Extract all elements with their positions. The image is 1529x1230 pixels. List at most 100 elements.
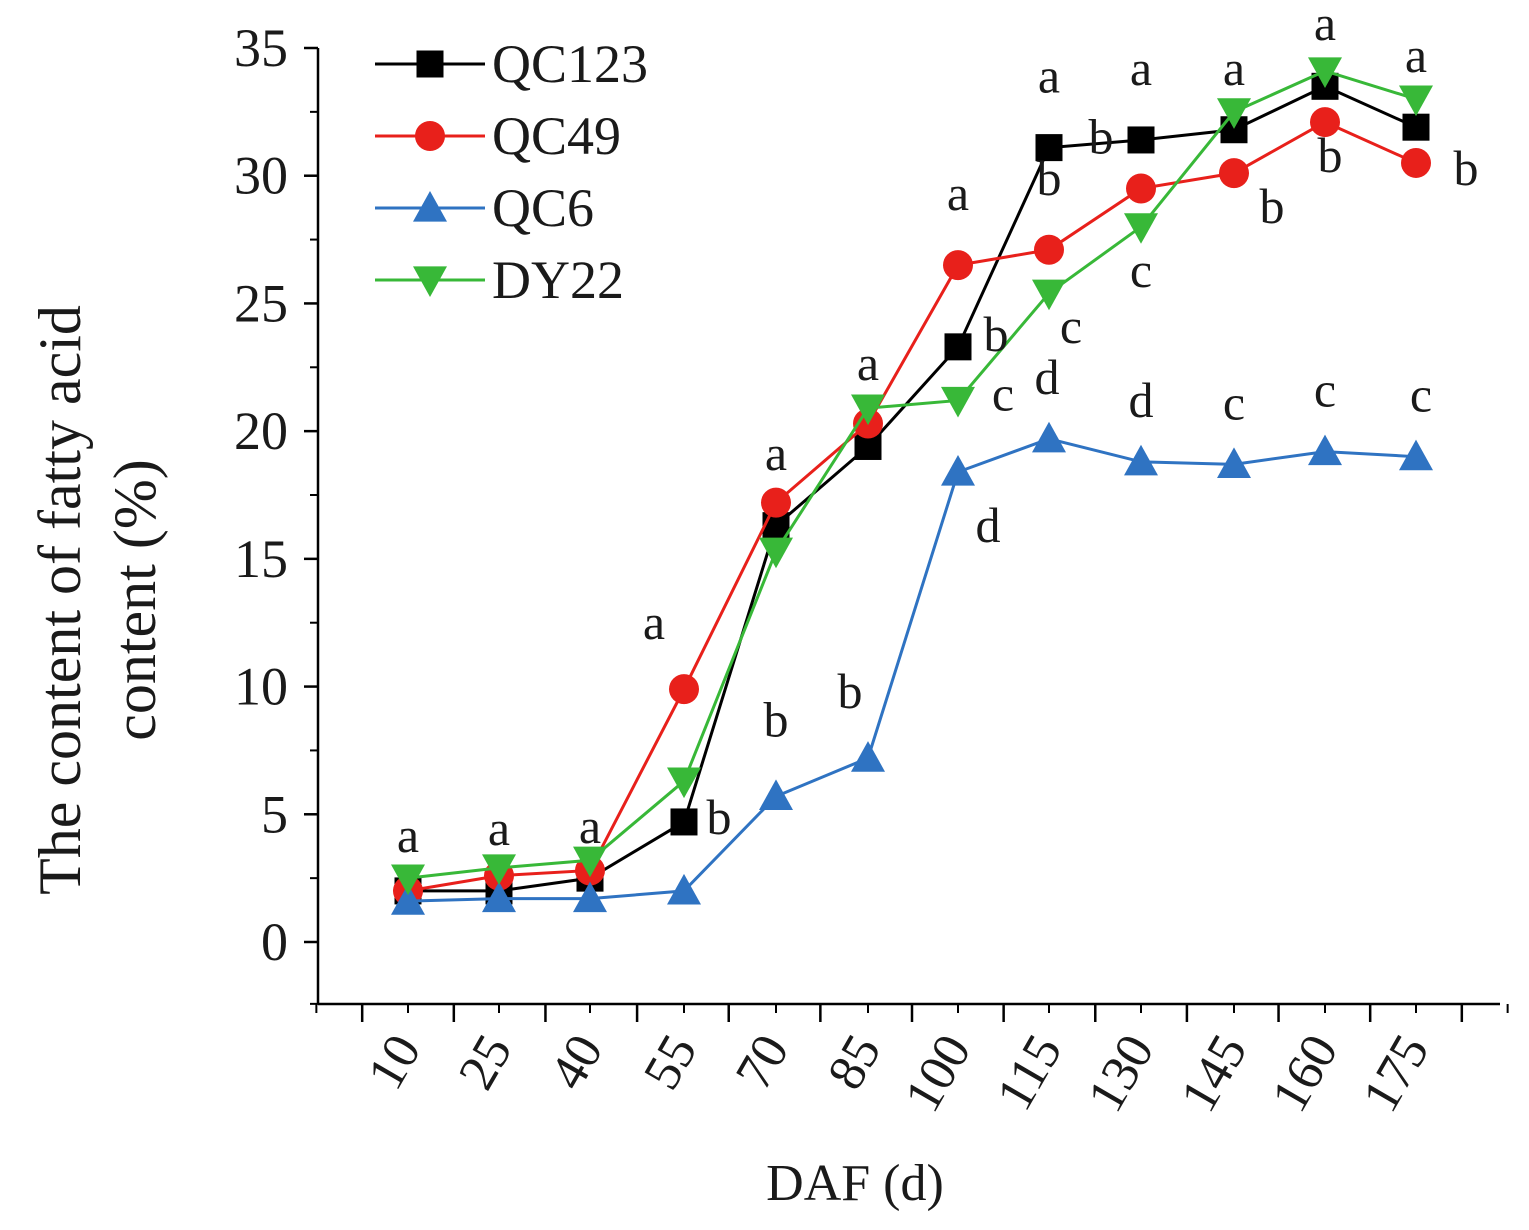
legend-item-dy22: DY22 <box>375 250 624 310</box>
data-point <box>391 864 425 896</box>
data-point <box>759 779 793 811</box>
significance-letter: a <box>765 425 787 481</box>
series-line-qc49 <box>407 120 1417 893</box>
data-point <box>482 854 516 885</box>
significance-letter: a <box>1405 27 1427 83</box>
significance-letter: d <box>1035 349 1060 405</box>
significance-letter: b <box>1318 127 1343 183</box>
data-point <box>667 873 701 905</box>
x-tick-label: 130 <box>1077 1026 1165 1122</box>
significance-letter: a <box>857 335 879 391</box>
data-point <box>759 537 793 569</box>
significance-letter: a <box>1223 40 1245 96</box>
data-point <box>851 394 885 426</box>
significance-letter: d <box>1129 372 1154 428</box>
x-tick-label: 145 <box>1170 1026 1258 1122</box>
legend-label: DY22 <box>492 250 624 310</box>
data-point <box>667 767 701 799</box>
series-line-dy22 <box>407 69 1417 880</box>
x-tick-label: 85 <box>817 1026 892 1100</box>
x-tick-label: 175 <box>1352 1026 1440 1122</box>
data-point <box>1032 421 1066 453</box>
data-point <box>1399 439 1433 471</box>
significance-letter: c <box>1223 374 1245 430</box>
significance-letter: b <box>1037 150 1062 206</box>
y-tick-label: 35 <box>234 18 288 78</box>
significance-letter: b <box>707 789 732 845</box>
legend-item-qc6: QC6 <box>375 178 594 238</box>
x-tick-label: 25 <box>448 1026 523 1100</box>
series-line-qc6 <box>407 437 1417 903</box>
x-tick-label: 40 <box>539 1026 614 1100</box>
significance-letter: c <box>1314 362 1336 418</box>
significance-letter: a <box>397 807 419 863</box>
data-point <box>941 455 975 486</box>
y-tick-label: 10 <box>234 657 288 717</box>
significance-letter: a <box>488 800 510 856</box>
significance-letter: a <box>947 165 969 221</box>
data-point <box>1401 147 1431 178</box>
data-point <box>851 741 885 772</box>
series-dy22 <box>391 57 1433 896</box>
legend-label: QC6 <box>492 178 594 238</box>
legend-marker <box>416 50 444 78</box>
data-point <box>670 808 698 836</box>
data-point <box>482 881 516 913</box>
legend-item-qc123: QC123 <box>375 34 648 94</box>
x-tick-label: 100 <box>894 1026 982 1122</box>
data-point <box>573 846 607 878</box>
y-axis-title-line-1: The content of fatty acid <box>27 305 93 895</box>
y-tick-label: 5 <box>261 784 288 844</box>
data-point <box>391 884 425 915</box>
y-tick-label: 25 <box>234 273 288 333</box>
significance-letter: a <box>579 798 601 854</box>
x-tick-label: 160 <box>1261 1026 1349 1122</box>
data-point <box>1217 447 1251 478</box>
series-line-qc123 <box>408 84 1417 893</box>
y-axis-title: The content of fatty acid content (%) <box>27 305 168 895</box>
legend-label: QC49 <box>492 106 621 166</box>
significance-letter: a <box>1130 40 1152 96</box>
significance-letter: d <box>976 497 1001 553</box>
significance-letter: c <box>992 365 1014 421</box>
significance-letter: c <box>1060 298 1082 354</box>
data-point <box>1217 98 1251 129</box>
x-axis-title: DAF (d) <box>766 1155 944 1212</box>
legend-item-qc49: QC49 <box>375 106 621 166</box>
x-tick-label: 70 <box>725 1026 800 1100</box>
data-point <box>761 487 791 518</box>
data-point <box>1032 279 1066 311</box>
significance-letter: a <box>643 594 665 650</box>
data-point <box>1308 434 1342 466</box>
data-point <box>573 881 607 913</box>
data-point <box>669 674 699 705</box>
data-point <box>1126 173 1156 204</box>
legend-marker <box>413 266 447 297</box>
y-axis-title-line-2: content (%) <box>102 459 168 741</box>
y-tick-label: 15 <box>234 529 288 589</box>
legend-marker <box>413 191 447 222</box>
data-point <box>1124 444 1158 476</box>
data-point <box>1124 213 1158 244</box>
data-point <box>941 386 975 418</box>
legend-label: QC123 <box>492 34 648 94</box>
significance-letter: a <box>1038 48 1060 104</box>
y-tick-label: 0 <box>261 912 288 972</box>
data-point <box>1034 234 1064 265</box>
data-point <box>1308 57 1342 88</box>
x-tick-label: 55 <box>633 1026 708 1100</box>
data-point <box>943 250 973 281</box>
significance-letter: c <box>1410 367 1432 423</box>
legend-marker <box>415 121 445 151</box>
significance-letter: b <box>1260 178 1285 234</box>
series-qc6 <box>391 421 1433 915</box>
x-tick-label: 115 <box>986 1026 1073 1120</box>
legend: QC123 QC49 QC6 DY22 <box>375 34 648 310</box>
data-point <box>1399 85 1433 117</box>
data-point <box>1127 126 1155 154</box>
significance-letter: b <box>1089 108 1114 164</box>
series-layer <box>391 57 1433 915</box>
data-point <box>1310 107 1340 138</box>
significance-letter: a <box>1314 0 1336 51</box>
